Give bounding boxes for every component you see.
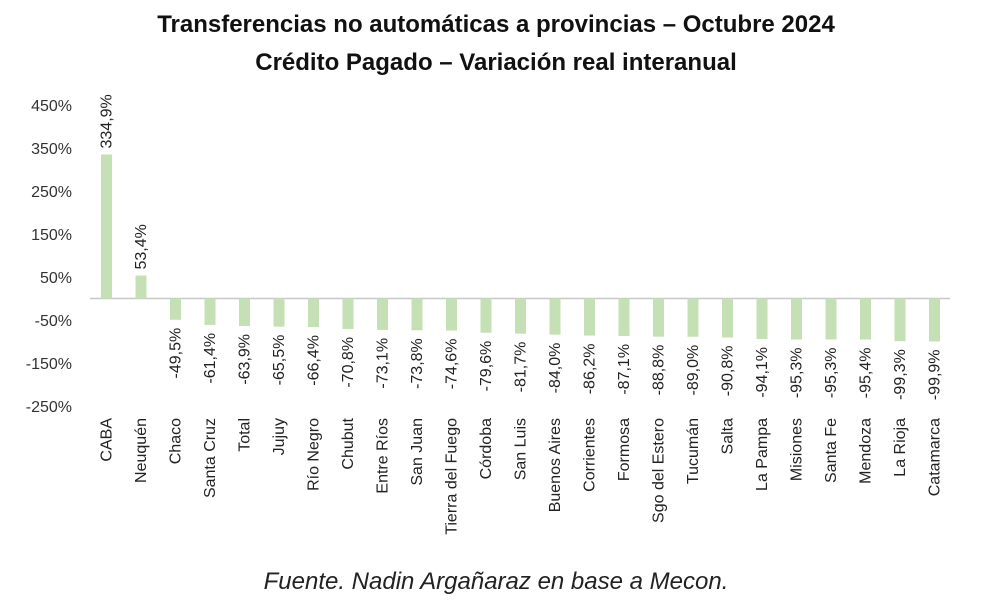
category-label: La Rioja xyxy=(892,418,909,477)
data-label: -65,5% xyxy=(271,335,288,386)
chart-title: Transferencias no automáticas a provinci… xyxy=(157,11,835,38)
bar xyxy=(377,298,388,330)
bar xyxy=(515,298,526,334)
bar xyxy=(342,298,354,329)
category-label: Tucumán xyxy=(685,418,702,484)
bar xyxy=(791,298,802,340)
category-label: Río Negro xyxy=(306,418,323,491)
category-label: Tierra del Fuego xyxy=(444,418,461,535)
bar xyxy=(929,298,940,342)
data-label: -74,6% xyxy=(444,339,461,390)
y-tick-label: -150% xyxy=(26,356,72,373)
data-label: -66,4% xyxy=(306,335,323,386)
y-tick-label: 50% xyxy=(40,270,72,287)
bar xyxy=(687,298,699,337)
bar xyxy=(101,154,112,299)
chart-source: Fuente. Nadin Argañaraz en base a Mecon. xyxy=(263,568,729,595)
data-label: -87,1% xyxy=(616,344,633,395)
bar xyxy=(273,298,285,327)
category-label: Córdoba xyxy=(478,418,495,479)
category-label: Santa Cruz xyxy=(202,418,219,498)
data-label: -81,7% xyxy=(513,342,530,393)
data-label: -63,9% xyxy=(237,334,254,385)
bar xyxy=(204,298,216,325)
category-label: Salta xyxy=(720,418,737,455)
bar xyxy=(860,298,871,340)
category-label: Sgo del Estero xyxy=(651,418,668,523)
bar xyxy=(135,275,147,299)
category-label: Total xyxy=(237,418,254,452)
bar xyxy=(618,298,630,336)
category-label: Chubut xyxy=(340,417,357,469)
y-tick-label: 150% xyxy=(31,227,72,244)
bar xyxy=(825,298,837,340)
data-label: -49,5% xyxy=(168,328,185,379)
bar xyxy=(411,298,423,331)
category-label: Catamarca xyxy=(927,418,944,496)
category-label: Jujuy xyxy=(271,418,288,455)
bar xyxy=(584,298,595,336)
category-label: Buenos Aires xyxy=(547,418,564,512)
data-label: 53,4% xyxy=(133,224,150,269)
bar xyxy=(653,298,664,337)
data-label: -94,1% xyxy=(754,347,771,398)
category-label: Corrientes xyxy=(582,418,599,492)
category-label: Mendoza xyxy=(858,418,875,484)
category-label: Formosa xyxy=(616,418,633,481)
data-label: -86,2% xyxy=(582,344,599,395)
bar xyxy=(239,298,250,326)
data-label: -73,1% xyxy=(375,338,392,389)
bar xyxy=(446,298,457,331)
category-label: Chaco xyxy=(168,418,185,464)
bar xyxy=(308,298,319,328)
data-label: -70,8% xyxy=(340,337,357,388)
category-label: Entre Ríos xyxy=(375,418,392,494)
category-label: Misiones xyxy=(789,418,806,481)
bar xyxy=(722,298,733,338)
category-label: San Juan xyxy=(409,418,426,486)
bar xyxy=(756,298,768,339)
data-label: -95,3% xyxy=(823,347,840,398)
bar-chart: 450% 350% 250% 150% 50% -50% -150% -250% 334,9% C… xyxy=(26,94,950,535)
data-label: -99,9% xyxy=(927,349,944,400)
y-tick-label: 450% xyxy=(31,98,72,115)
data-label: -61,4% xyxy=(202,333,219,384)
y-tick-label: 350% xyxy=(31,141,72,158)
data-label: -88,8% xyxy=(651,345,668,396)
y-tick-label: -50% xyxy=(35,313,72,330)
chart-subtitle: Crédito Pagado – Variación real interanu… xyxy=(255,49,737,76)
bar xyxy=(894,298,906,342)
y-tick-label: 250% xyxy=(31,184,72,201)
bar xyxy=(170,298,181,320)
category-label: Neuquén xyxy=(133,418,150,483)
y-tick-label: -250% xyxy=(26,399,72,416)
category-label: Santa Fe xyxy=(823,418,840,483)
bar xyxy=(480,298,492,333)
data-label: -99,3% xyxy=(892,349,909,400)
category-label: CABA xyxy=(99,418,116,462)
data-label: -79,6% xyxy=(478,341,495,392)
bar xyxy=(549,298,561,335)
data-label: -73,8% xyxy=(409,338,426,389)
data-label: -89,0% xyxy=(685,345,702,396)
data-label: -90,8% xyxy=(720,346,737,397)
data-label: 334,9% xyxy=(99,94,116,148)
data-label: -95,3% xyxy=(789,347,806,398)
category-label: San Luis xyxy=(513,418,530,480)
data-label: -95,4% xyxy=(858,348,875,399)
category-label: La Pampa xyxy=(754,418,771,491)
data-label: -84,0% xyxy=(547,343,564,394)
